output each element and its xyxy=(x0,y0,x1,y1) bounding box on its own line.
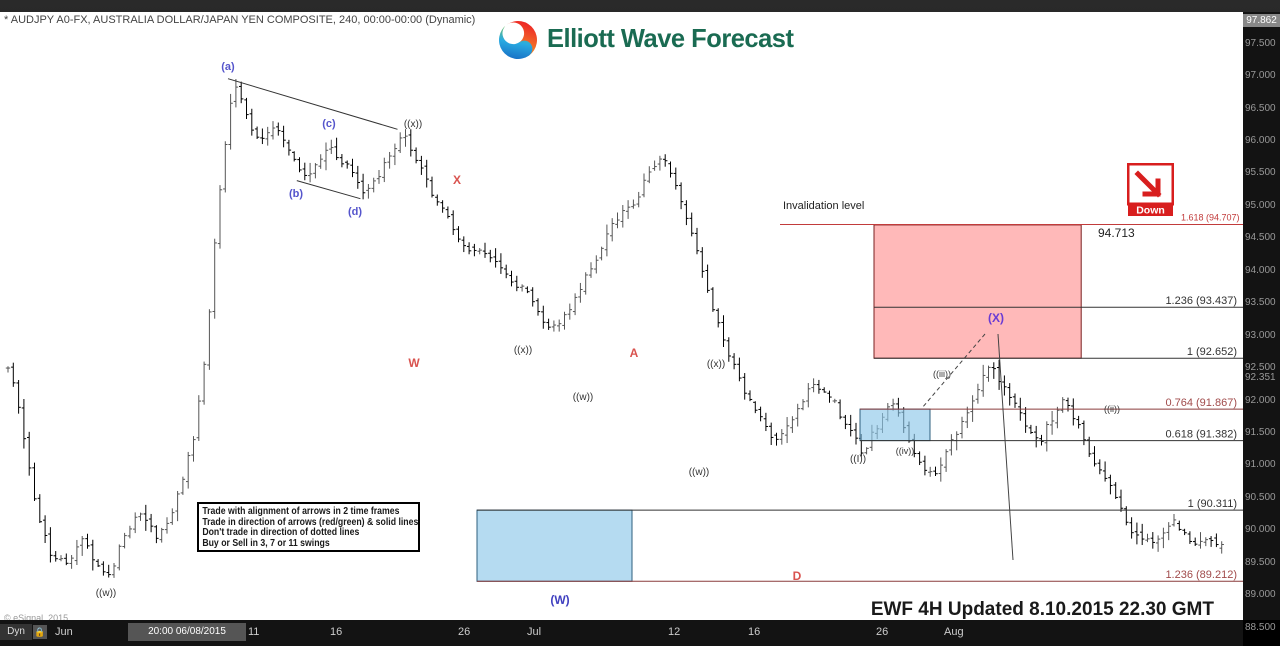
svg-text:((w)): ((w)) xyxy=(689,467,710,478)
svg-text:1 (90.311): 1 (90.311) xyxy=(1188,498,1237,510)
svg-text:((ii)): ((ii)) xyxy=(1104,404,1120,414)
svg-text:94.713: 94.713 xyxy=(1098,226,1135,240)
svg-text:((iv)): ((iv)) xyxy=(896,446,915,456)
svg-text:((w)): ((w)) xyxy=(573,392,594,403)
svg-text:((I)): ((I)) xyxy=(850,454,866,465)
svg-text:1.236 (89.212): 1.236 (89.212) xyxy=(1165,569,1237,581)
svg-text:1.236 (93.437): 1.236 (93.437) xyxy=(1165,295,1237,307)
svg-text:((w)): ((w)) xyxy=(96,588,117,599)
svg-text:(a): (a) xyxy=(221,61,235,73)
svg-text:Down: Down xyxy=(1136,205,1165,217)
svg-text:1.618 (94.707): 1.618 (94.707) xyxy=(1181,213,1240,223)
svg-text:1 (92.652): 1 (92.652) xyxy=(1187,346,1237,358)
svg-text:0.764 (91.867): 0.764 (91.867) xyxy=(1165,397,1237,409)
svg-text:((x)): ((x)) xyxy=(514,345,532,356)
svg-text:D: D xyxy=(793,569,802,583)
svg-text:A: A xyxy=(630,346,639,360)
svg-text:((x)): ((x)) xyxy=(707,359,725,370)
svg-text:(b): (b) xyxy=(289,188,303,200)
svg-text:(W): (W) xyxy=(550,593,569,607)
svg-text:X: X xyxy=(453,173,461,187)
svg-text:(c): (c) xyxy=(322,118,336,130)
svg-text:W: W xyxy=(408,356,420,370)
svg-text:(X): (X) xyxy=(988,311,1004,325)
svg-text:((iii)): ((iii)) xyxy=(933,369,951,379)
svg-text:(d): (d) xyxy=(348,206,362,218)
svg-text:Invalidation level: Invalidation level xyxy=(783,200,864,212)
svg-text:0.618 (91.382): 0.618 (91.382) xyxy=(1165,429,1237,441)
svg-text:((x)): ((x)) xyxy=(404,119,422,130)
